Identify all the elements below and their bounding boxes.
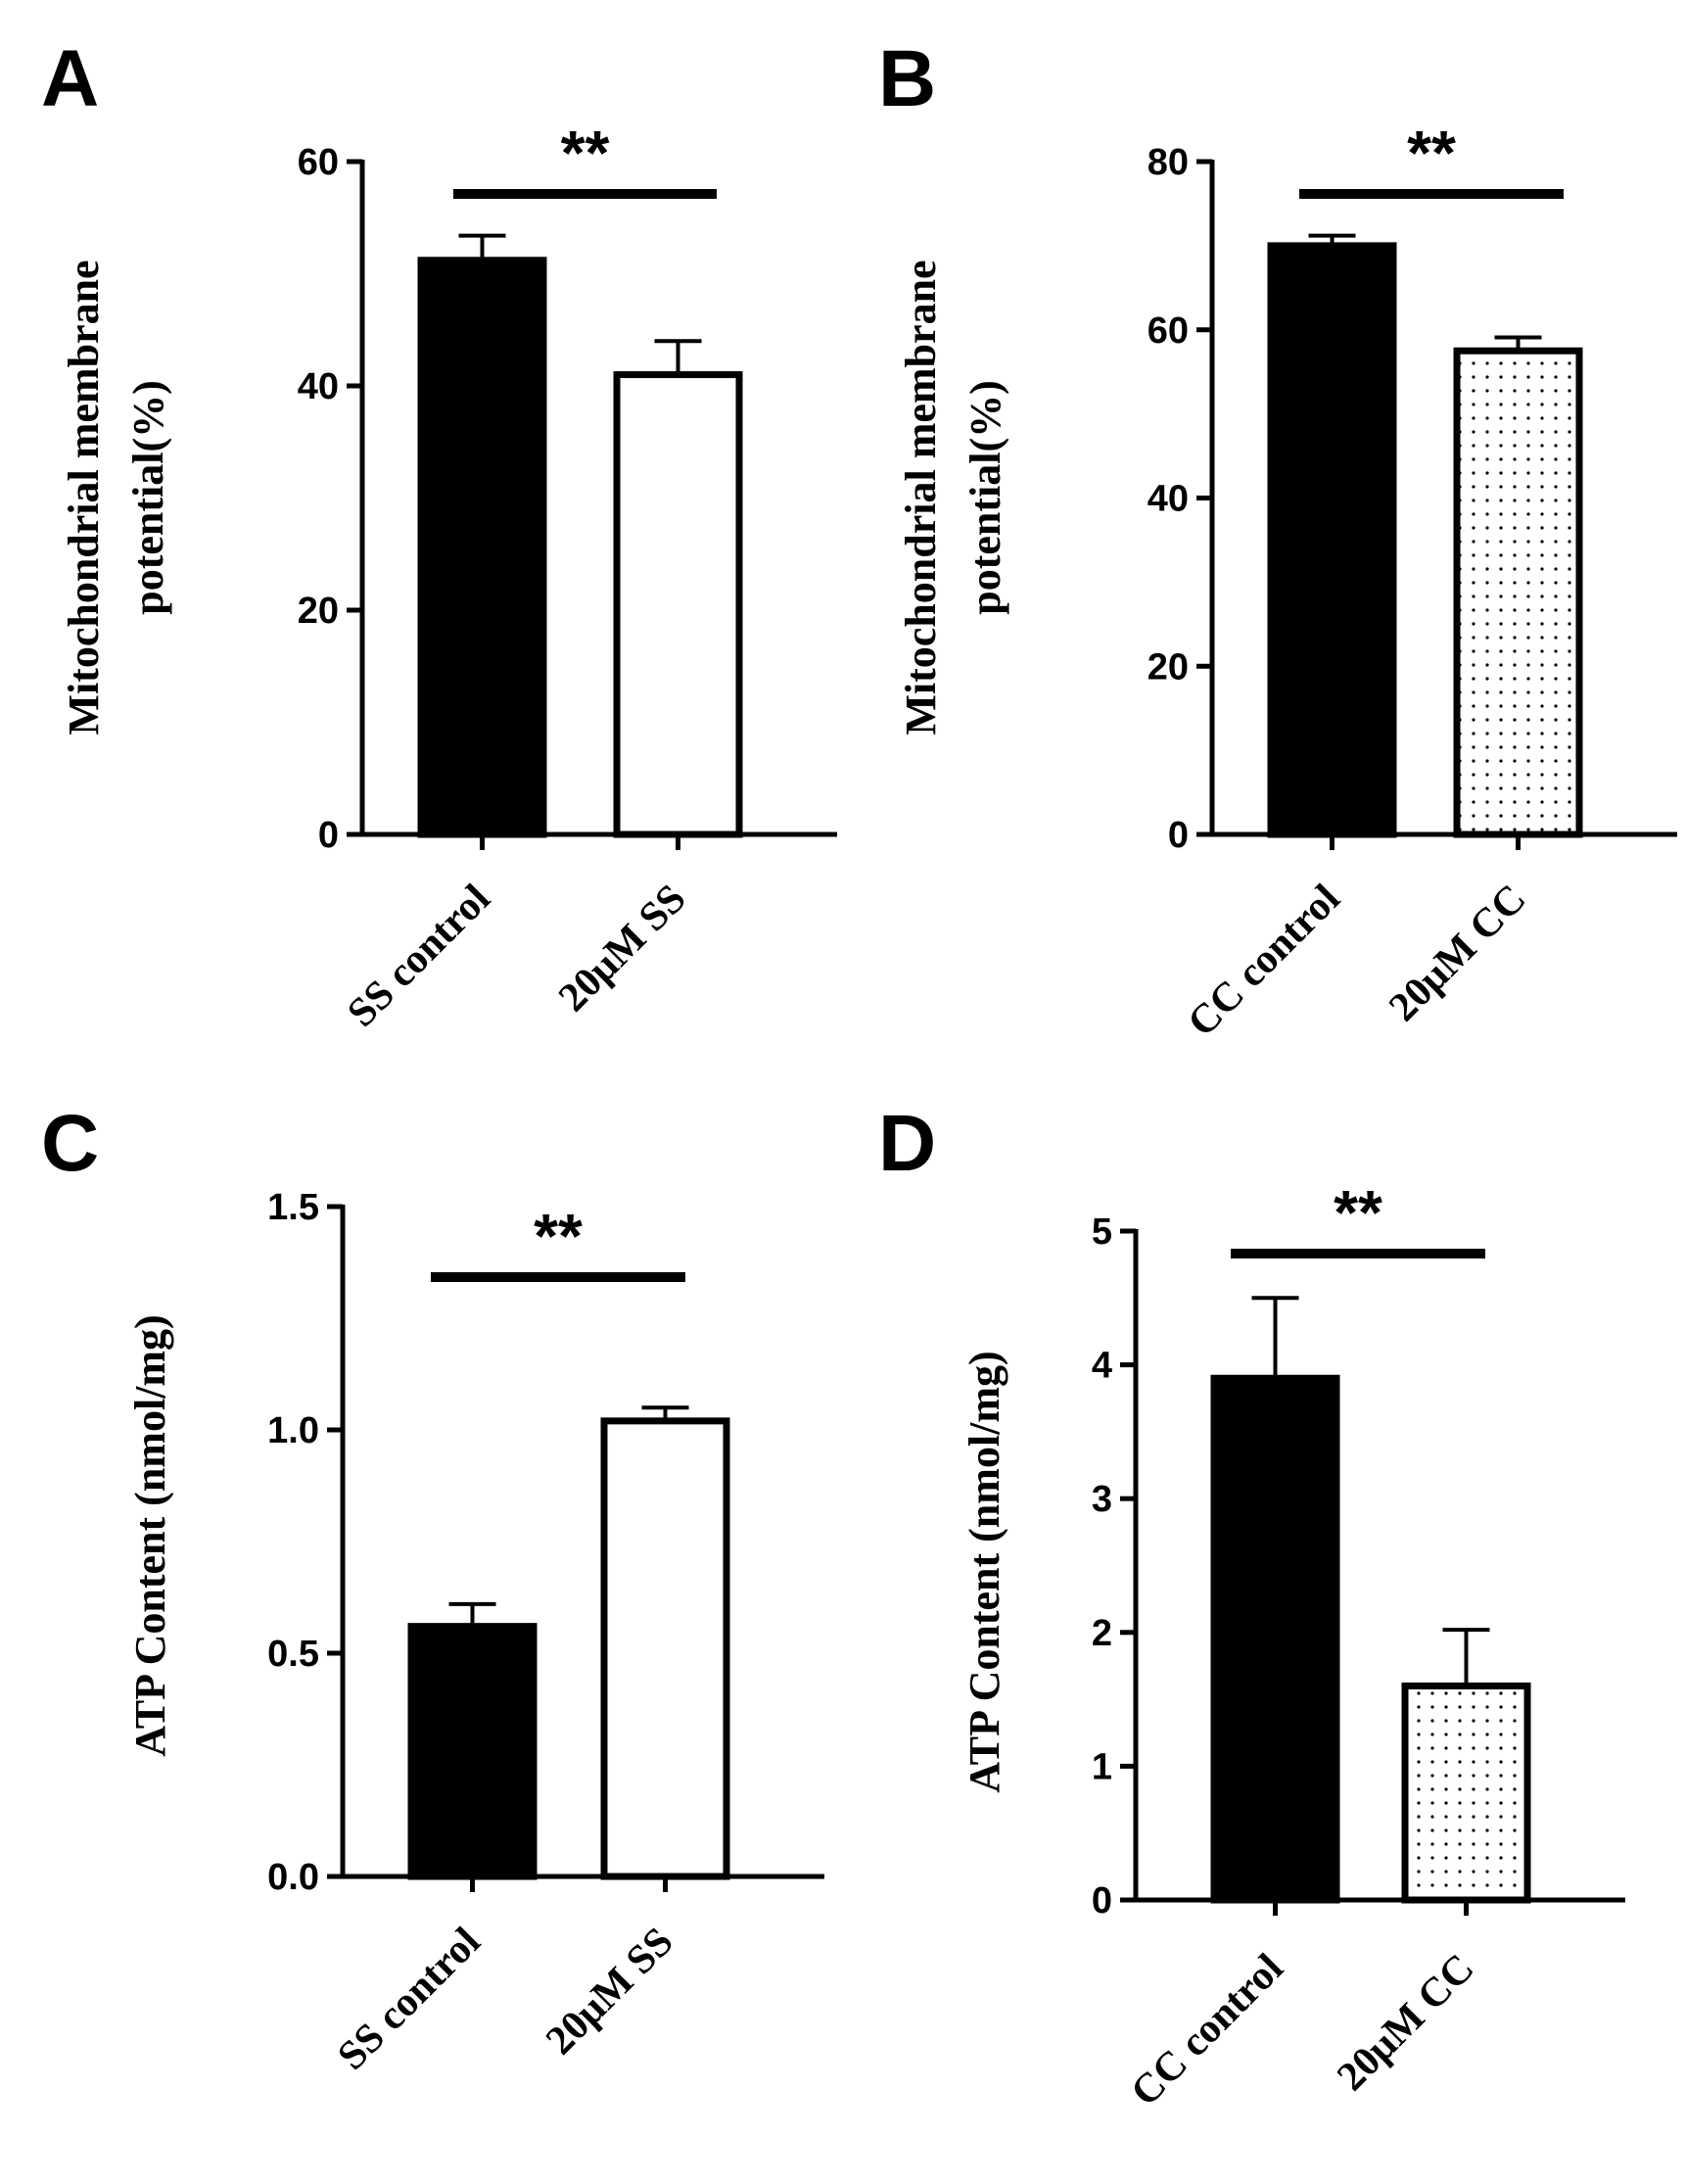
y-axis-title-a: Mitochondrial membrane xyxy=(60,260,108,735)
category-label-c-2: 20μM SS xyxy=(538,1920,682,2065)
y-tick-label-c: 0.5 xyxy=(267,1634,319,1675)
y-tick-label-b: 20 xyxy=(1147,646,1189,688)
y-tick-label-c: 0.0 xyxy=(267,1857,319,1898)
y-axis-title-a: potential(%) xyxy=(124,380,172,615)
y-tick-label-a: 60 xyxy=(298,142,339,183)
y-axis-title-b: potential(%) xyxy=(961,380,1009,615)
category-label-b-2: 20μM CC xyxy=(1381,877,1534,1030)
significance-label-d: ** xyxy=(1334,1177,1382,1248)
bar-c-1 xyxy=(407,1623,538,1880)
bar-a-2 xyxy=(613,371,743,838)
y-tick-label-a: 20 xyxy=(298,591,339,632)
bar-d-2 xyxy=(1401,1682,1531,1904)
category-label-b-1: CC control xyxy=(1180,877,1349,1046)
category-label-d-1: CC control xyxy=(1123,1946,1292,2115)
significance-label-a: ** xyxy=(561,118,610,188)
bar-c-2 xyxy=(600,1417,730,1880)
significance-label-b: ** xyxy=(1407,118,1456,188)
y-tick-label-b: 40 xyxy=(1147,479,1189,520)
y-tick-label-c: 1.0 xyxy=(267,1410,319,1451)
y-tick-label-b: 80 xyxy=(1147,142,1189,183)
y-tick-label-d: 3 xyxy=(1092,1479,1112,1520)
y-axis-title-c: ATP Content (nmol/mg) xyxy=(126,1314,174,1756)
y-tick-label-b: 60 xyxy=(1147,310,1189,352)
panel-c: C 0.0 0.5 1.0 1.5 ATP Content (nmol/mg) SS con… xyxy=(41,1099,824,2079)
y-axis-title-d: ATP Content (nmol/mg) xyxy=(960,1351,1008,1792)
y-tick-label-a: 40 xyxy=(298,366,339,407)
bar-a-1 xyxy=(417,257,547,838)
y-tick-label-c: 1.5 xyxy=(267,1187,319,1228)
y-tick-label-d: 4 xyxy=(1092,1346,1112,1387)
y-tick-label-d: 2 xyxy=(1092,1613,1112,1654)
panel-letter-c: C xyxy=(41,1099,99,1188)
bar-b-1 xyxy=(1267,242,1397,838)
category-label-c-1: SS control xyxy=(329,1920,489,2079)
bar-b-2 xyxy=(1453,347,1583,838)
y-tick-label-a: 0 xyxy=(318,815,339,856)
panel-letter-b: B xyxy=(878,34,936,123)
panel-letter-a: A xyxy=(41,34,99,123)
category-label-a-1: SS control xyxy=(339,877,498,1036)
y-tick-label-d: 1 xyxy=(1092,1746,1112,1787)
category-label-a-2: 20μM SS xyxy=(550,877,695,1021)
panel-letter-d: D xyxy=(878,1099,936,1188)
category-label-d-2: 20μM CC xyxy=(1329,1946,1482,2100)
y-tick-label-d: 0 xyxy=(1092,1880,1112,1922)
panel-d: D 0 1 2 3 4 5 ATP Content (nmol/mg) CC control 20… xyxy=(878,1099,1625,2115)
y-axis-title-b: Mitochondrial membrane xyxy=(897,260,945,735)
y-tick-label-b: 0 xyxy=(1168,815,1189,856)
bar-d-1 xyxy=(1210,1374,1340,1904)
significance-label-c: ** xyxy=(534,1201,583,1271)
panel-a: A 0 20 40 60 Mitochondrial membrane potential(… xyxy=(41,34,837,1036)
panel-b: B 0 20 40 60 80 Mitochondrial membrane potentia… xyxy=(878,34,1677,1046)
y-tick-label-d: 5 xyxy=(1092,1211,1112,1253)
